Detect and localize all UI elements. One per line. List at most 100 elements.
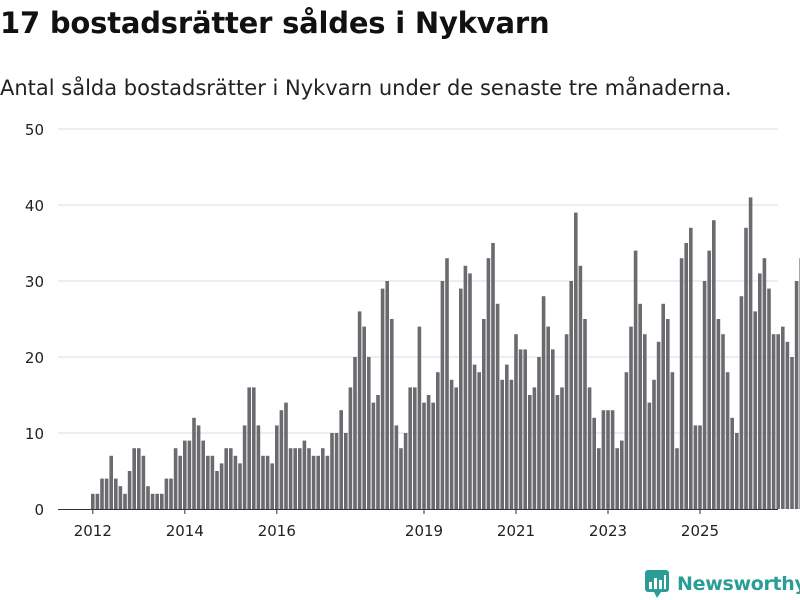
bar bbox=[569, 281, 573, 509]
bar bbox=[118, 486, 123, 509]
bar bbox=[307, 448, 311, 509]
bar bbox=[587, 387, 592, 509]
bar bbox=[440, 281, 445, 509]
bar bbox=[735, 433, 739, 509]
bar bbox=[509, 379, 514, 509]
bar bbox=[104, 478, 109, 509]
bar bbox=[555, 395, 560, 509]
bar bbox=[670, 372, 675, 509]
bar bbox=[380, 288, 385, 509]
bar bbox=[643, 334, 647, 509]
bar bbox=[771, 334, 776, 509]
bar bbox=[160, 493, 164, 509]
bar bbox=[210, 455, 215, 509]
x-tick-label: 2012 bbox=[74, 522, 112, 540]
bar bbox=[238, 463, 242, 509]
bar bbox=[109, 455, 113, 509]
bar bbox=[578, 265, 583, 509]
bar bbox=[574, 212, 578, 509]
bar bbox=[127, 471, 132, 509]
bar bbox=[606, 410, 610, 509]
bar bbox=[794, 281, 799, 509]
bar bbox=[201, 440, 205, 509]
bar bbox=[229, 448, 233, 509]
bar bbox=[173, 448, 178, 509]
y-tick-label: 40 bbox=[25, 197, 44, 215]
bar bbox=[712, 220, 716, 509]
bar bbox=[781, 326, 785, 509]
bar bbox=[633, 250, 638, 509]
bar bbox=[518, 349, 523, 509]
bar bbox=[730, 417, 734, 509]
bar bbox=[785, 341, 790, 509]
bar bbox=[610, 410, 615, 509]
bar bbox=[298, 448, 302, 509]
y-tick-label: 30 bbox=[25, 273, 44, 291]
bar bbox=[95, 493, 100, 509]
bar bbox=[178, 455, 182, 509]
bar bbox=[275, 425, 279, 509]
bar bbox=[528, 395, 532, 509]
bar bbox=[486, 258, 491, 509]
bar bbox=[583, 319, 587, 509]
bar bbox=[693, 425, 698, 509]
bar bbox=[459, 288, 463, 509]
x-tick-label: 2019 bbox=[405, 522, 443, 540]
bar bbox=[302, 440, 307, 509]
bar bbox=[546, 326, 550, 509]
bar bbox=[647, 402, 652, 509]
bar bbox=[192, 417, 196, 509]
bar bbox=[790, 357, 794, 509]
bar bbox=[601, 410, 606, 509]
bar bbox=[371, 402, 376, 509]
bar bbox=[123, 493, 127, 509]
y-axis-ticks: 0 10 20 30 40 50 bbox=[25, 121, 44, 519]
bar bbox=[141, 455, 146, 509]
y-tick-label: 10 bbox=[25, 425, 44, 443]
bar bbox=[417, 326, 422, 509]
bar bbox=[348, 387, 353, 509]
y-tick-label: 0 bbox=[34, 501, 44, 519]
bar bbox=[679, 258, 684, 509]
bar bbox=[132, 448, 136, 509]
bar bbox=[776, 334, 780, 509]
bar bbox=[256, 425, 261, 509]
bar bbox=[242, 425, 247, 509]
bar bbox=[91, 493, 95, 509]
bar bbox=[753, 311, 757, 509]
bar bbox=[426, 395, 431, 509]
bar bbox=[150, 493, 155, 509]
bar bbox=[247, 387, 251, 509]
bar bbox=[408, 387, 412, 509]
bar bbox=[196, 425, 201, 509]
bar bbox=[725, 372, 730, 509]
bar bbox=[219, 463, 224, 509]
newsworthy-logo: Newsworthy bbox=[645, 570, 800, 598]
bar bbox=[390, 319, 394, 509]
bar bbox=[146, 486, 150, 509]
bar bbox=[399, 448, 403, 509]
bar bbox=[261, 455, 265, 509]
bar bbox=[311, 455, 316, 509]
bar bbox=[748, 197, 753, 509]
y-tick-label: 20 bbox=[25, 349, 44, 367]
x-tick-label: 2014 bbox=[166, 522, 204, 540]
bar bbox=[316, 455, 320, 509]
bar bbox=[592, 417, 596, 509]
bar bbox=[495, 303, 500, 509]
x-tick-label: 2021 bbox=[497, 522, 535, 540]
bar bbox=[597, 448, 601, 509]
bar bbox=[482, 319, 486, 509]
bar bbox=[514, 334, 518, 509]
bar bbox=[367, 357, 371, 509]
bar bbox=[403, 433, 408, 509]
bar bbox=[702, 281, 707, 509]
bar bbox=[454, 387, 458, 509]
bar bbox=[656, 341, 661, 509]
bar bbox=[537, 357, 541, 509]
bar bbox=[638, 303, 642, 509]
bar bbox=[206, 455, 210, 509]
bar bbox=[431, 402, 435, 509]
bar bbox=[436, 372, 440, 509]
bars bbox=[91, 197, 800, 510]
